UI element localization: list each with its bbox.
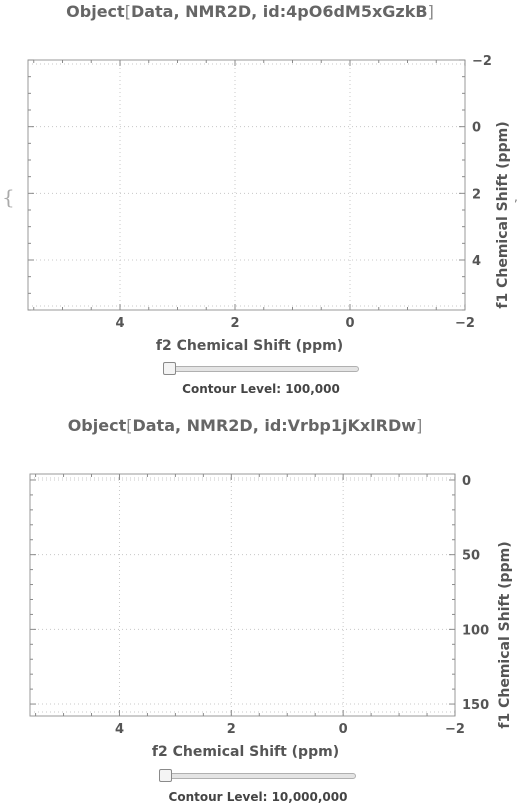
- x-tick-label: 0: [345, 316, 354, 331]
- x-tick-label: 4: [115, 722, 124, 737]
- y-tick-label: 0: [472, 121, 481, 136]
- x-axis-label: f2 Chemical Shift (ppm): [156, 338, 343, 354]
- y-tick-label: 0: [462, 474, 471, 489]
- y-axis-label: f1 Chemical Shift (ppm): [497, 541, 513, 728]
- contour-level-slider-2[interactable]: [159, 769, 356, 782]
- x-tick-label: 4: [115, 316, 124, 331]
- y-tick-label: 150: [462, 698, 489, 713]
- y-tick-label: −2: [472, 54, 492, 69]
- x-tick-label: 2: [230, 316, 239, 331]
- contour-level-slider-thumb-1[interactable]: [163, 362, 176, 375]
- contour-level-label-1: Contour Level: 100,000: [182, 382, 340, 396]
- contour-level-label-2: Contour Level: 10,000,000: [168, 790, 348, 804]
- contour-level-slider-thumb-2[interactable]: [159, 769, 172, 782]
- y-axis-label: f1 Chemical Shift (ppm): [495, 121, 511, 308]
- x-tick-label: −2: [445, 722, 465, 737]
- x-axis-label: f2 Chemical Shift (ppm): [152, 744, 339, 760]
- plot-frame: [27, 59, 466, 311]
- cell-bracket-glyph: {: [2, 185, 15, 209]
- x-tick-label: −2: [455, 316, 475, 331]
- trailing-comma-glyph: ,: [514, 190, 518, 204]
- x-tick-label: 0: [339, 722, 348, 737]
- y-tick-label: 50: [462, 549, 480, 564]
- plot-title-2: Object[Data, NMR2D, id:Vrbp1jKxlRDw]: [67, 416, 423, 435]
- y-tick-label: 2: [472, 187, 481, 202]
- y-tick-label: 100: [462, 623, 489, 638]
- nmr2d-plot-1[interactable]: 4 2 0 −2 −2 0 2 4 f2 Chemical Shift (ppm) f1 Chem…: [0, 0, 522, 360]
- contour-level-slider-1[interactable]: [163, 362, 359, 375]
- plot-title-1: Object[Data, NMR2D, id:4pO6dM5xGzkB]: [66, 2, 434, 21]
- plot-frame: [29, 473, 456, 717]
- x-tick-label: 2: [227, 722, 236, 737]
- y-tick-label: 4: [472, 254, 481, 269]
